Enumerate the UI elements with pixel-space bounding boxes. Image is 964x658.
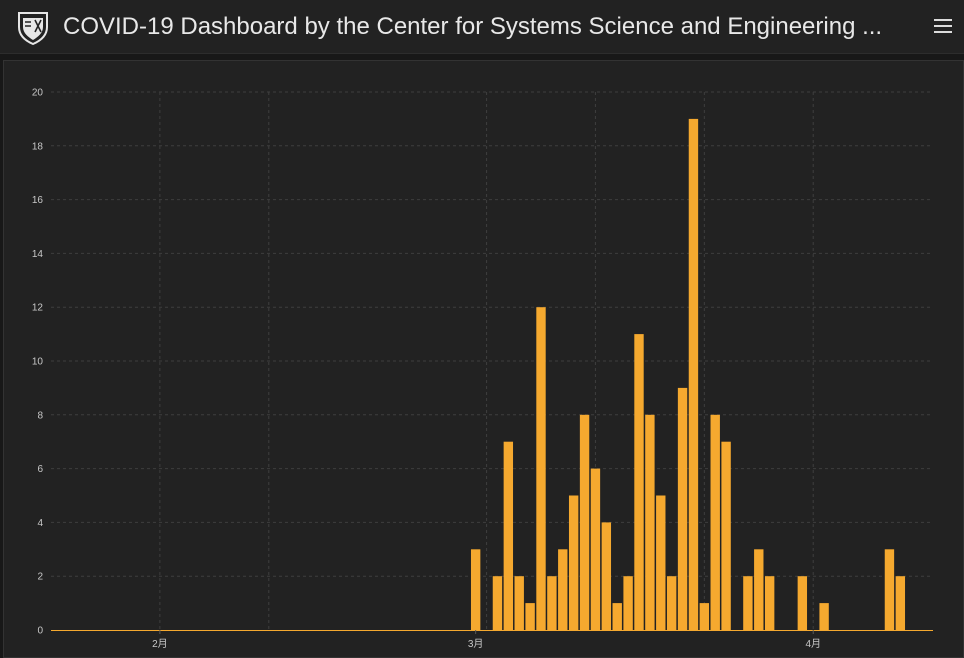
bar [754, 549, 764, 630]
bar [797, 576, 808, 630]
daily-cases-bar-chart: 0 2 4 6 8 10 12 14 16 18 20 2月 3月 4月 [32, 88, 933, 650]
bar [710, 414, 720, 630]
bar [503, 441, 514, 630]
y-tick-label: 16 [32, 195, 44, 206]
y-tick-label: 0 [37, 626, 43, 637]
y-tick-label: 4 [37, 518, 43, 529]
page-title: COVID-19 Dashboard by the Center for Sys… [63, 13, 883, 40]
bar [819, 603, 829, 630]
bar [601, 522, 612, 630]
bar [536, 307, 546, 630]
bar [590, 468, 601, 630]
x-tick-label: 2月 [152, 638, 168, 650]
bar [568, 495, 579, 630]
bar [623, 576, 633, 630]
bar [721, 441, 731, 630]
bar [547, 576, 557, 630]
bar [677, 387, 688, 630]
bar [764, 576, 775, 630]
bar [492, 576, 503, 630]
y-tick-label: 6 [37, 464, 43, 475]
x-tick-label: 3月 [468, 638, 484, 650]
hamburger-menu-icon[interactable] [932, 15, 954, 39]
y-tick-label: 10 [32, 357, 44, 368]
bar [895, 576, 906, 630]
y-tick-label: 12 [32, 303, 44, 314]
bar [579, 414, 590, 630]
bar [656, 495, 666, 630]
bar [612, 603, 622, 630]
bar [884, 549, 895, 630]
bar [645, 414, 655, 630]
bar [666, 576, 677, 630]
bar [743, 576, 753, 630]
bar [634, 334, 644, 630]
y-tick-label: 8 [37, 410, 43, 421]
bar [514, 576, 524, 630]
app-header: COVID-19 Dashboard by the Center for Sys… [0, 0, 964, 54]
y-tick-label: 2 [37, 572, 43, 583]
bar [470, 549, 481, 630]
university-shield-icon [18, 12, 48, 45]
x-tick-label: 4月 [805, 638, 821, 650]
y-tick-label: 18 [32, 141, 44, 152]
bar [699, 603, 710, 630]
y-tick-label: 20 [32, 88, 44, 99]
bar [558, 549, 568, 630]
y-tick-label: 14 [32, 249, 44, 260]
bar [688, 118, 699, 631]
chart-panel: 0 2 4 6 8 10 12 14 16 18 20 2月 3月 4月 [3, 60, 964, 658]
bar [525, 603, 535, 630]
